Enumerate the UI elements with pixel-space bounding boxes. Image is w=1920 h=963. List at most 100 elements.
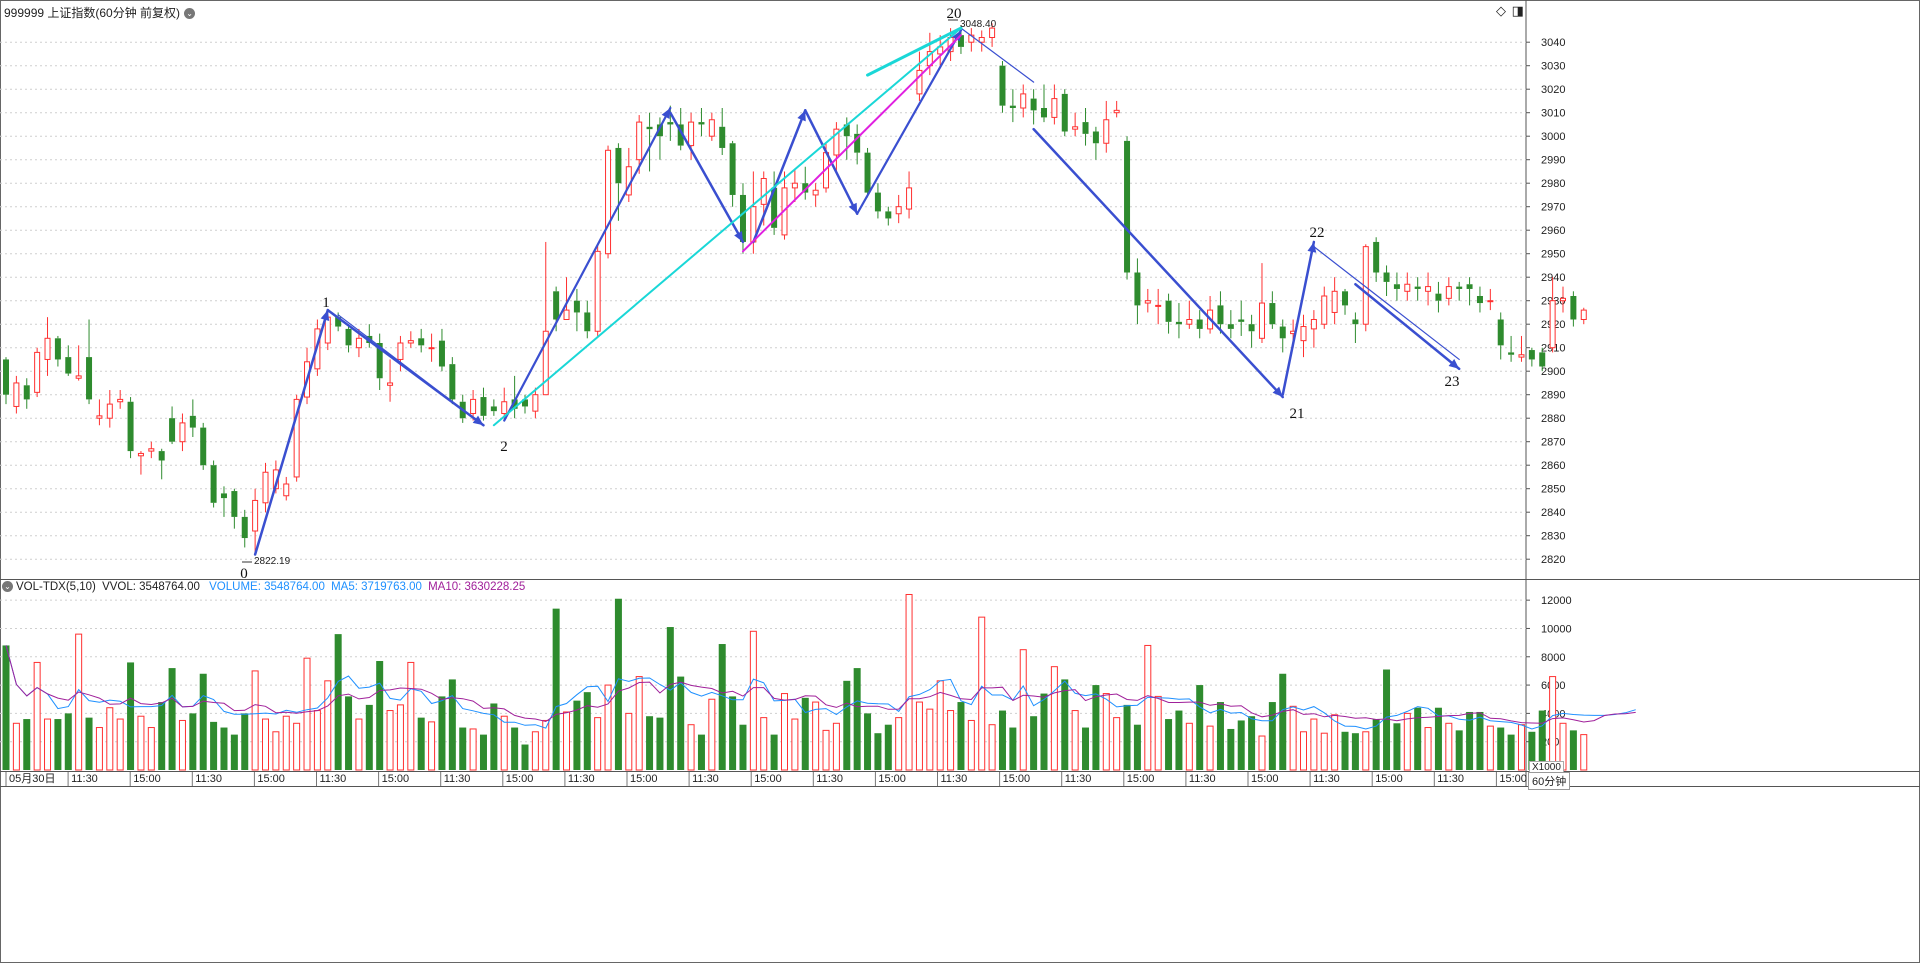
- candle-body: [1487, 300, 1494, 303]
- candle-body: [1518, 354, 1525, 358]
- candle-body: [324, 316, 331, 344]
- period-selector[interactable]: 60分钟: [1528, 772, 1571, 790]
- volume-bar: [500, 715, 508, 771]
- candle-body: [1238, 319, 1245, 322]
- volume-bar: [874, 733, 882, 770]
- candle-body: [44, 337, 51, 360]
- price-tick-label: 2980: [1541, 178, 1565, 190]
- candle-body: [729, 143, 736, 195]
- candle-body: [179, 422, 186, 443]
- candle-body: [480, 397, 487, 416]
- time-tick-label: 11:30: [692, 773, 719, 785]
- volume-bar: [1538, 710, 1546, 770]
- volume-header: ⌄ VOL-TDX(5,10) VVOL: 3548764.00 VOLUME: …: [2, 581, 525, 593]
- candle-body: [978, 37, 985, 43]
- candle-body: [86, 357, 93, 400]
- wave-line: [1032, 127, 1284, 399]
- wave-label: 1: [322, 295, 330, 311]
- candle-body: [1342, 291, 1349, 306]
- candle-body: [553, 291, 560, 320]
- candle-body: [1072, 126, 1079, 130]
- extreme-value-label: 3048.40: [960, 19, 997, 30]
- volume-bar: [594, 717, 602, 771]
- volume-bar: [1019, 649, 1027, 771]
- vvol-value: VVOL: 3548764.00: [102, 581, 200, 593]
- volume-bar: [64, 713, 72, 770]
- multiplier-text: X1000: [1532, 762, 1561, 773]
- candle-body: [169, 418, 176, 442]
- candle-body: [117, 398, 124, 403]
- volume-bar: [1237, 720, 1245, 770]
- candle-body: [1476, 296, 1483, 304]
- time-tick-label: 15:00: [1499, 773, 1527, 785]
- volume-bar: [1507, 734, 1515, 770]
- price-tick-label: 3020: [1541, 84, 1565, 96]
- candle-body: [397, 342, 404, 360]
- price-tick-label: 2950: [1541, 249, 1565, 261]
- volume-bar: [417, 717, 425, 770]
- candle-body: [584, 312, 591, 332]
- panel-icon[interactable]: ◨: [1511, 3, 1524, 18]
- candle-body: [1508, 352, 1515, 355]
- volume-bar: [272, 731, 280, 771]
- wave-arrowhead: [734, 230, 743, 242]
- candle-body: [854, 133, 861, 153]
- volume-bar: [12, 722, 20, 771]
- candle-body: [470, 398, 477, 414]
- volume-bar: [54, 719, 62, 770]
- volume-bar: [1414, 707, 1422, 770]
- wave-arrowhead: [320, 310, 330, 322]
- volume-bar: [459, 727, 467, 770]
- candle-body: [1113, 109, 1120, 114]
- volume-bar: [1341, 731, 1349, 770]
- candle-body: [511, 399, 518, 409]
- candle-body: [1186, 319, 1193, 325]
- candle-body: [542, 330, 549, 396]
- volume-bar: [614, 598, 622, 770]
- time-tick-label: 15:00: [878, 773, 906, 785]
- candle-body: [989, 27, 996, 38]
- chevron-down-icon[interactable]: ⌄: [2, 581, 13, 593]
- volume-bar: [884, 724, 892, 770]
- candle-body: [916, 69, 923, 95]
- volume-bar: [469, 728, 477, 771]
- wave-line: [1354, 283, 1461, 371]
- candle-body: [34, 351, 41, 393]
- volume-bar: [75, 633, 83, 771]
- volume-bar: [625, 712, 633, 771]
- volume-bar: [396, 704, 404, 771]
- diamond-icon[interactable]: ◇: [1496, 3, 1506, 18]
- volume-bar: [1362, 731, 1370, 771]
- candle-body: [1321, 295, 1328, 325]
- volume-bar: [531, 731, 539, 771]
- candle-body: [449, 364, 456, 400]
- time-tick-label: 11:30: [1065, 773, 1092, 785]
- volume-bar: [656, 717, 664, 770]
- candle-body: [490, 406, 497, 412]
- volume-tick-label: 8000: [1541, 652, 1565, 664]
- chevron-down-icon[interactable]: ⌄: [184, 8, 196, 20]
- candle-body: [127, 401, 134, 452]
- candle-body: [1009, 105, 1016, 108]
- candle-body: [1435, 293, 1442, 301]
- candle-body: [1445, 286, 1452, 299]
- volume-bar: [1403, 712, 1411, 771]
- volume-bar: [739, 724, 747, 770]
- price-tick-label: 2890: [1541, 390, 1565, 402]
- candle-body: [677, 124, 684, 146]
- volume-bar: [479, 734, 487, 770]
- wave-arrowhead: [1448, 359, 1460, 369]
- volume-bar: [428, 721, 436, 771]
- volume-bar: [791, 718, 799, 771]
- candle-body: [885, 211, 892, 219]
- volume-bar: [1279, 673, 1287, 770]
- time-tick-label: 11:30: [568, 773, 595, 785]
- volume-bar: [448, 679, 456, 770]
- volume-bar: [168, 668, 176, 770]
- wave-label: 2: [500, 439, 508, 455]
- time-tick-label: 15:00: [506, 773, 534, 785]
- volume-bar: [303, 657, 311, 771]
- time-tick-label: 15:00: [1251, 773, 1279, 785]
- volume-bar: [552, 608, 560, 770]
